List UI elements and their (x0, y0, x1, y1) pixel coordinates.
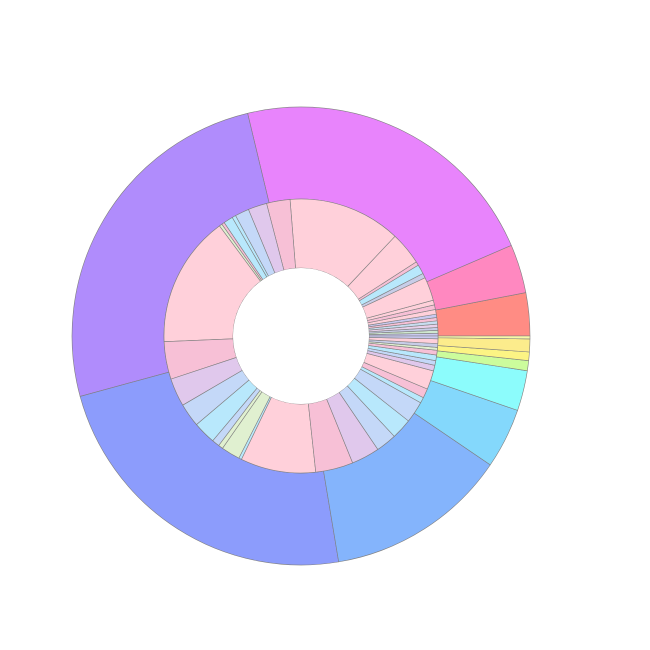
inner-ring (163, 198, 439, 474)
center-hole (233, 268, 369, 404)
